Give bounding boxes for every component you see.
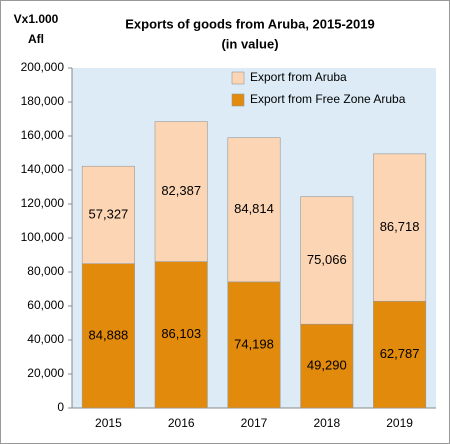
data-label: 75,066 <box>307 252 347 267</box>
bar-segment <box>81 165 135 264</box>
chart-subtitle: (in value) <box>221 36 278 51</box>
y-axis-label: Vx1.000 <box>14 12 59 26</box>
y-axis-label: Afl <box>28 32 44 46</box>
bar-segment <box>227 281 281 409</box>
y-tick-label: 60,000 <box>27 298 64 312</box>
y-tick-label: 0 <box>57 400 64 414</box>
data-label: 84,814 <box>234 201 274 216</box>
data-label: 74,198 <box>234 336 274 351</box>
data-label: 86,103 <box>161 326 201 341</box>
y-tick-label: 40,000 <box>27 332 64 346</box>
legend-label: Export from Aruba <box>250 70 347 84</box>
y-tick-label: 180,000 <box>21 94 65 108</box>
data-label: 84,888 <box>89 327 129 342</box>
data-label: 62,787 <box>380 346 420 361</box>
legend-swatch <box>231 71 245 85</box>
bar-segment <box>154 121 208 262</box>
data-label: 82,387 <box>161 183 201 198</box>
y-tick-label: 160,000 <box>21 128 65 142</box>
y-tick-label: 80,000 <box>27 264 64 278</box>
x-tick-label: 2015 <box>95 416 122 430</box>
legend-swatch <box>231 93 245 107</box>
legend-label: Export from Free Zone Aruba <box>250 92 406 106</box>
bar-segment <box>81 263 135 409</box>
data-label: 86,718 <box>380 219 420 234</box>
bar-segment <box>373 300 427 409</box>
bar-segment <box>300 323 354 409</box>
y-tick-label: 20,000 <box>27 366 64 380</box>
y-tick-label: 140,000 <box>21 162 65 176</box>
data-label: 57,327 <box>89 206 129 221</box>
chart-title: Exports of goods from Aruba, 2015-2019 <box>125 16 374 31</box>
bar-segment <box>227 137 281 283</box>
bar-segment <box>154 261 208 409</box>
x-tick-label: 2016 <box>168 416 195 430</box>
x-tick-label: 2019 <box>386 416 413 430</box>
bar-segment <box>300 196 354 325</box>
y-tick-label: 100,000 <box>21 230 65 244</box>
y-tick-label: 120,000 <box>21 196 65 210</box>
x-tick-label: 2018 <box>313 416 340 430</box>
data-label: 49,290 <box>307 358 347 373</box>
x-tick-label: 2017 <box>241 416 268 430</box>
y-tick-label: 200,000 <box>21 60 65 74</box>
bar-segment <box>373 153 427 302</box>
